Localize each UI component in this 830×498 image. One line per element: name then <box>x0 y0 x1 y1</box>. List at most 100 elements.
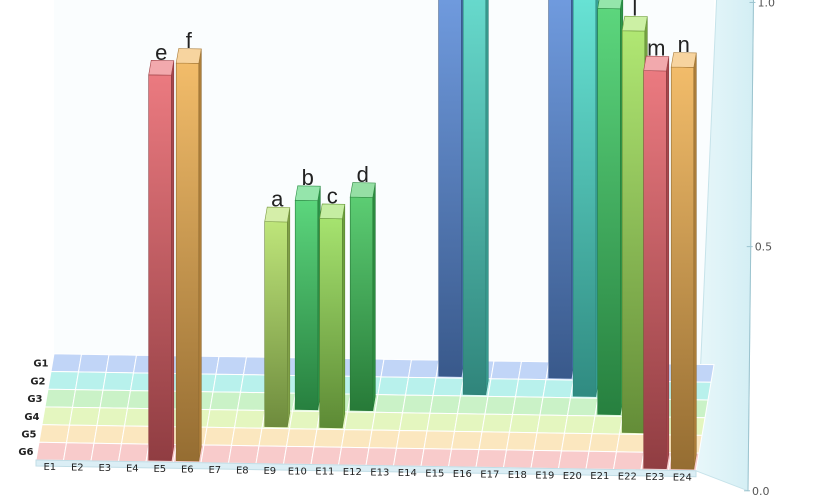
z-tick-label: 0.0 <box>752 485 770 498</box>
floor-tile <box>514 378 547 398</box>
floor-tile <box>90 442 123 462</box>
floor-tile <box>203 426 236 446</box>
bar <box>462 0 489 396</box>
row-label: G2 <box>30 376 45 387</box>
bar-label: n <box>678 32 690 57</box>
row-label: G3 <box>27 394 42 405</box>
x-tick-label: E21 <box>590 471 609 482</box>
floor-tile <box>105 354 138 374</box>
bar <box>597 0 624 416</box>
x-tick-label: E7 <box>208 465 221 476</box>
x-tick-label: E4 <box>126 464 139 475</box>
x-tick-label: E3 <box>98 463 111 474</box>
floor-tile <box>395 429 428 450</box>
bar <box>572 0 599 397</box>
x-tick-label: E22 <box>618 472 637 483</box>
floor-tile <box>288 410 321 430</box>
floor-tile <box>74 371 107 391</box>
x-tick-label: E12 <box>343 467 362 478</box>
bar-label: m <box>647 36 665 61</box>
floor-tile <box>490 360 523 380</box>
floor-tile <box>404 376 437 397</box>
x-tick-label: E9 <box>263 466 276 477</box>
floor-tile <box>206 409 239 429</box>
floor-tile <box>539 396 572 417</box>
floor-tile <box>502 449 535 469</box>
floor-tile <box>62 442 95 462</box>
floor-tile <box>255 445 288 465</box>
floor-tile <box>420 448 453 468</box>
floor-tile <box>371 411 404 432</box>
z-tick-label: 1.0 <box>758 0 776 9</box>
bar <box>264 206 291 428</box>
floor-tile <box>374 394 407 414</box>
floor-tile <box>227 444 260 465</box>
x-tick-label: E24 <box>673 473 692 484</box>
floor-tile <box>407 359 440 379</box>
floor-tile <box>615 433 648 453</box>
floor-tile <box>560 432 593 452</box>
floor-tile <box>392 447 425 467</box>
floor-tile <box>505 431 538 451</box>
floor-tile <box>591 415 624 435</box>
floor-tile <box>41 406 74 426</box>
bar <box>349 182 376 412</box>
bar-label: e <box>155 40 167 65</box>
floor-tile <box>429 394 462 415</box>
bar <box>319 203 346 429</box>
x-tick-label: E15 <box>425 469 444 480</box>
bar-label: d <box>357 162 369 187</box>
floor-tile <box>585 450 618 470</box>
x-tick-label: E8 <box>236 465 249 476</box>
x-tick-label: E11 <box>315 467 334 478</box>
floor-tile <box>102 371 135 392</box>
floor-tile <box>508 413 541 434</box>
floor-tile <box>340 429 373 449</box>
floor-tile <box>401 394 434 414</box>
floor-tile <box>285 428 318 448</box>
floor-tile <box>200 444 233 464</box>
floor-tile <box>557 450 590 470</box>
floor-tile <box>536 414 569 434</box>
floor-tile <box>380 358 413 378</box>
x-tick-label: E23 <box>645 472 664 483</box>
floor-tile <box>423 430 456 450</box>
floor-tile <box>93 424 126 445</box>
floor-tile <box>99 389 132 409</box>
x-tick-label: E5 <box>153 464 166 475</box>
x-tick-label: E6 <box>181 465 194 476</box>
bar-label: a <box>271 187 284 212</box>
floor-tile <box>96 407 129 427</box>
floor-tile <box>530 449 563 470</box>
floor-tile <box>44 388 77 408</box>
floor-tile <box>475 448 508 469</box>
floor-tile <box>563 414 596 435</box>
floor-tile <box>365 447 398 467</box>
floor-tile <box>484 395 517 416</box>
floor-tile <box>68 406 101 427</box>
floor-tile <box>117 443 150 463</box>
floor-tile <box>38 424 71 444</box>
floor-tile <box>432 377 465 397</box>
z-tick-label: 0.5 <box>755 241 773 254</box>
floor-tile <box>450 430 483 451</box>
floor-tile <box>566 397 599 417</box>
floor-tile <box>65 424 98 444</box>
bar <box>438 0 465 377</box>
floor-tile <box>50 353 83 373</box>
x-tick-label: E18 <box>508 470 527 481</box>
floor-tile <box>236 391 269 412</box>
floor-tile <box>542 379 575 399</box>
floor-tile <box>481 413 514 433</box>
row-label: G5 <box>21 429 36 440</box>
bar-label: b <box>302 165 314 190</box>
row-label: G4 <box>24 412 39 423</box>
floor-tile <box>310 446 343 466</box>
floor-tile <box>47 370 80 391</box>
floor-tile <box>398 412 431 432</box>
floor-tile <box>368 429 401 449</box>
floor-tile <box>612 451 645 471</box>
bar <box>548 0 575 379</box>
floor-tile <box>209 391 242 411</box>
floor-tile <box>71 389 104 409</box>
